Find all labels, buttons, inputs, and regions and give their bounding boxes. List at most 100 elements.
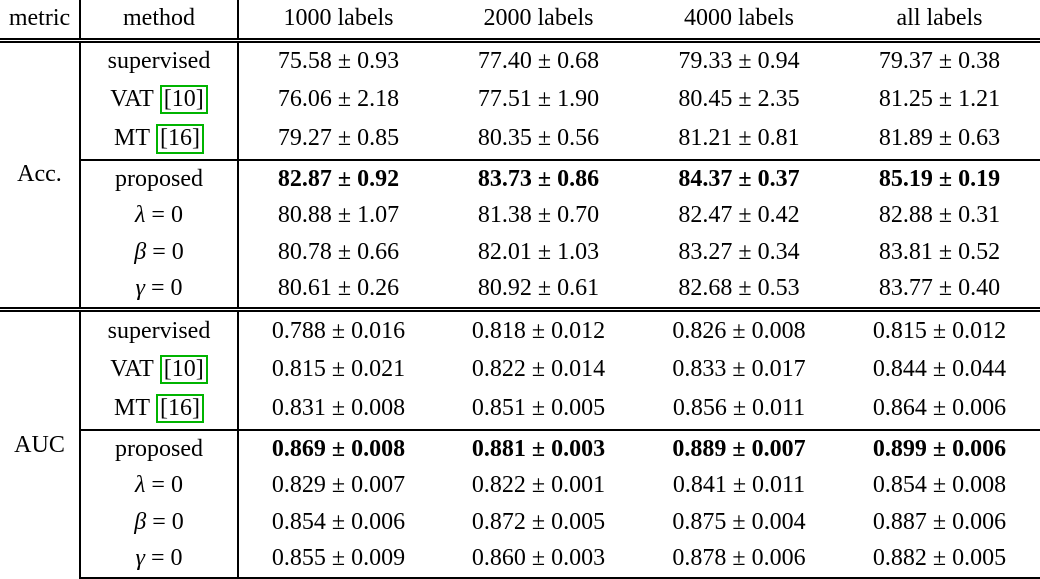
table-row: MT [16] 0.831 ± 0.008 0.851 ± 0.005 0.856 ± …: [0, 389, 1040, 430]
value-cell: 84.37 ± 0.37: [639, 158, 839, 198]
method-label: γ = 0: [135, 545, 183, 572]
method-label: proposed: [115, 165, 203, 192]
value-cell: 83.77 ± 0.40: [878, 275, 1001, 302]
metric-cell: Acc.: [0, 40, 81, 310]
col-header-4000-labels: 4000 labels: [639, 0, 839, 43]
value-cell: 0.822 ± 0.014: [471, 355, 606, 382]
method-label: proposed: [115, 435, 203, 462]
citation-link[interactable]: [16]: [156, 394, 204, 424]
value-cell: 0.881 ± 0.003: [438, 428, 639, 468]
col-header-metric: metric: [0, 0, 81, 43]
value-cell: 0.854 ± 0.008: [872, 472, 1007, 499]
greek-symbol: λ: [135, 472, 146, 499]
value-cell: 0.815 ± 0.021: [271, 355, 406, 382]
value-cell: 80.35 ± 0.56: [477, 125, 600, 152]
table-row: MT [16] 79.27 ± 0.85 80.35 ± 0.56 81.21 ± 0.…: [0, 119, 1040, 160]
value-cell: 79.27 ± 0.85: [277, 125, 400, 152]
value-cell: 0.815 ± 0.012: [839, 307, 1040, 350]
col-header-2000-labels: 2000 labels: [438, 0, 639, 43]
method-cell: γ = 0: [80, 540, 239, 579]
table-row: λ = 0 80.88 ± 1.07 81.38 ± 0.70 82.47 ± 0.4…: [0, 197, 1040, 234]
value-cell: 0.788 ± 0.016: [238, 307, 438, 350]
method-label: supervised: [107, 47, 211, 74]
method-cell: β = 0: [80, 503, 239, 541]
method-cell: λ = 0: [80, 197, 239, 234]
value-cell: 81.25 ± 1.21: [878, 85, 1001, 112]
method-cell: proposed: [80, 158, 239, 198]
value-cell: 0.869 ± 0.008: [238, 428, 438, 468]
table-row: γ = 0 0.855 ± 0.009 0.860 ± 0.003 0.878 ± 0…: [0, 540, 1040, 579]
value-cell: 82.88 ± 0.31: [878, 202, 1001, 229]
value-cell: 0.829 ± 0.007: [271, 472, 406, 499]
value-cell: 81.21 ± 0.81: [678, 125, 800, 152]
value-cell: 82.47 ± 0.42: [678, 202, 800, 229]
value-cell: 80.78 ± 0.66: [277, 238, 400, 265]
value-cell: 82.87 ± 0.92: [238, 158, 438, 198]
method-label: β = 0: [134, 238, 184, 265]
greek-symbol: β: [134, 508, 147, 535]
greek-symbol: λ: [135, 202, 146, 229]
value-cell: 83.27 ± 0.34: [678, 238, 800, 265]
value-cell: 76.06 ± 2.18: [277, 85, 400, 112]
method-label: γ = 0: [135, 275, 183, 302]
table-row: proposed 0.869 ± 0.008 0.881 ± 0.003 0.889 …: [0, 428, 1040, 468]
table-row: AUC supervised 0.788 ± 0.016 0.818 ± 0.012 0…: [0, 307, 1040, 578]
value-cell: 80.92 ± 0.61: [477, 275, 600, 302]
header-row: metric method 1000 labels 2000 labels 40…: [0, 0, 1040, 43]
value-cell: 75.58 ± 0.93: [277, 47, 400, 74]
value-cell: 0.818 ± 0.012: [438, 307, 639, 350]
method-label: MT: [114, 395, 150, 422]
value-cell: 0.887 ± 0.006: [872, 508, 1007, 535]
value-cell: 0.854 ± 0.006: [271, 508, 406, 535]
value-cell: 0.851 ± 0.005: [471, 395, 606, 422]
method-label: supervised: [107, 317, 211, 344]
value-cell: 82.68 ± 0.53: [678, 275, 800, 302]
value-cell: 82.01 ± 1.03: [477, 238, 600, 265]
value-cell: 0.899 ± 0.006: [839, 428, 1040, 468]
value-cell: 0.875 ± 0.004: [672, 508, 806, 535]
greek-symbol: γ: [135, 275, 145, 302]
greek-symbol: γ: [135, 545, 145, 572]
method-cell: MT [16]: [80, 389, 239, 430]
value-cell: 80.88 ± 1.07: [277, 202, 400, 229]
value-cell: 0.826 ± 0.008: [639, 307, 839, 350]
method-cell: proposed: [80, 428, 239, 468]
table-row: γ = 0 80.61 ± 0.26 80.92 ± 0.61 82.68 ± 0.5…: [0, 270, 1040, 310]
value-cell: 0.889 ± 0.007: [639, 428, 839, 468]
value-cell: 81.89 ± 0.63: [878, 125, 1001, 152]
value-cell: 79.33 ± 0.94: [678, 47, 800, 74]
table-row: VAT [10] 76.06 ± 2.18 77.51 ± 1.90 80.45 ± 2…: [0, 79, 1040, 120]
value-cell: 80.61 ± 0.26: [277, 275, 400, 302]
citation-link[interactable]: [16]: [156, 124, 204, 154]
method-cell: VAT [10]: [80, 349, 239, 390]
method-cell: γ = 0: [80, 270, 239, 310]
table-row: β = 0 80.78 ± 0.66 82.01 ± 1.03 83.27 ± 0.3…: [0, 233, 1040, 271]
citation-link[interactable]: [10]: [159, 84, 208, 114]
value-cell: 77.40 ± 0.68: [477, 47, 600, 74]
value-cell: 0.872 ± 0.005: [471, 508, 606, 535]
value-cell: 81.38 ± 0.70: [477, 202, 600, 229]
method-cell: β = 0: [80, 233, 239, 271]
value-cell: 0.833 ± 0.017: [672, 355, 806, 382]
greek-symbol: β: [134, 238, 147, 265]
method-cell: MT [16]: [80, 119, 239, 160]
value-cell: 0.822 ± 0.001: [471, 472, 606, 499]
method-label: VAT: [110, 85, 154, 112]
value-cell: 83.81 ± 0.52: [878, 238, 1001, 265]
value-cell: 0.864 ± 0.006: [872, 395, 1007, 422]
method-label: VAT: [110, 355, 154, 382]
value-cell: 0.855 ± 0.009: [238, 540, 438, 579]
value-cell: 0.882 ± 0.005: [839, 540, 1040, 579]
method-cell: VAT [10]: [80, 79, 239, 120]
method-label: λ = 0: [135, 472, 183, 499]
value-cell: 77.51 ± 1.90: [477, 85, 600, 112]
value-cell: 0.831 ± 0.008: [271, 395, 406, 422]
value-cell: 0.856 ± 0.011: [672, 395, 806, 422]
value-cell: 83.73 ± 0.86: [438, 158, 639, 198]
method-label: β = 0: [134, 508, 184, 535]
method-label: MT: [114, 125, 150, 152]
table-row: β = 0 0.854 ± 0.006 0.872 ± 0.005 0.875 ± 0…: [0, 503, 1040, 541]
citation-link[interactable]: [10]: [159, 354, 208, 384]
table-body: Acc. supervised 75.58 ± 0.93 77.40 ± 0.68 79…: [0, 40, 1040, 579]
